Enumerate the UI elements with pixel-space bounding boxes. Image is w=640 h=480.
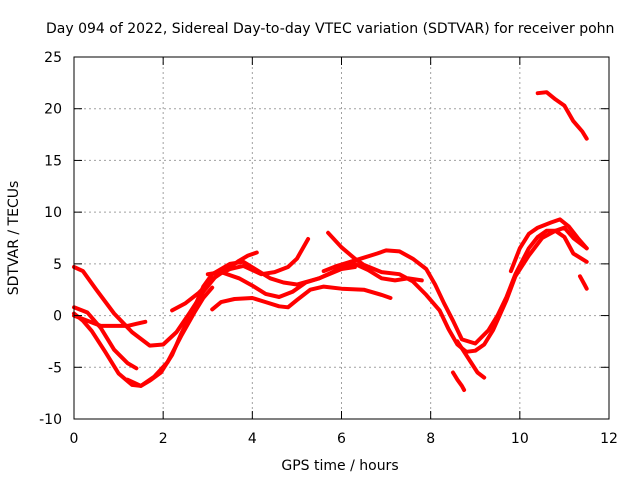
chart-title: Day 094 of 2022, Sidereal Day-to-day VTE… xyxy=(46,21,614,37)
y-tick-label: -10 xyxy=(39,412,62,428)
series-s8 xyxy=(205,261,424,299)
series-s9 xyxy=(321,228,589,346)
y-tick-label: 10 xyxy=(44,205,62,221)
series-s15 xyxy=(578,274,589,291)
y-axis-label: SDTVAR / TECUs xyxy=(6,181,22,296)
x-tick-label: 10 xyxy=(511,431,529,447)
axis-tick-labels: 0 2 4 6 8 10 12 -10 -5 0 5 10 15 20 25 xyxy=(39,50,618,447)
grid xyxy=(74,57,609,419)
x-tick-label: 8 xyxy=(426,431,435,447)
y-tick-label: -5 xyxy=(48,360,62,376)
series-s14 xyxy=(535,90,589,141)
x-tick-label: 12 xyxy=(600,431,618,447)
y-tick-label: 20 xyxy=(44,102,62,118)
y-tick-label: 25 xyxy=(44,50,62,66)
series-s11 xyxy=(451,370,467,392)
x-tick-label: 2 xyxy=(159,431,168,447)
x-axis-label: GPS time / hours xyxy=(281,458,398,474)
series-s13 xyxy=(508,217,589,274)
x-tick-label: 6 xyxy=(337,431,346,447)
x-tick-label: 4 xyxy=(248,431,257,447)
series-s7 xyxy=(170,250,259,313)
y-tick-label: 0 xyxy=(53,309,62,325)
series-s3 xyxy=(72,285,215,388)
series-s6 xyxy=(210,284,393,312)
series-s4 xyxy=(72,313,148,328)
series-s2 xyxy=(72,305,139,371)
x-tick-label: 0 xyxy=(70,431,79,447)
data-series xyxy=(72,90,589,392)
y-tick-label: 15 xyxy=(44,153,62,169)
series-s1 xyxy=(72,237,311,348)
series-s5 xyxy=(125,259,357,388)
axis-ticks xyxy=(73,56,610,420)
series-s12 xyxy=(455,339,487,380)
y-tick-label: 5 xyxy=(53,257,62,273)
